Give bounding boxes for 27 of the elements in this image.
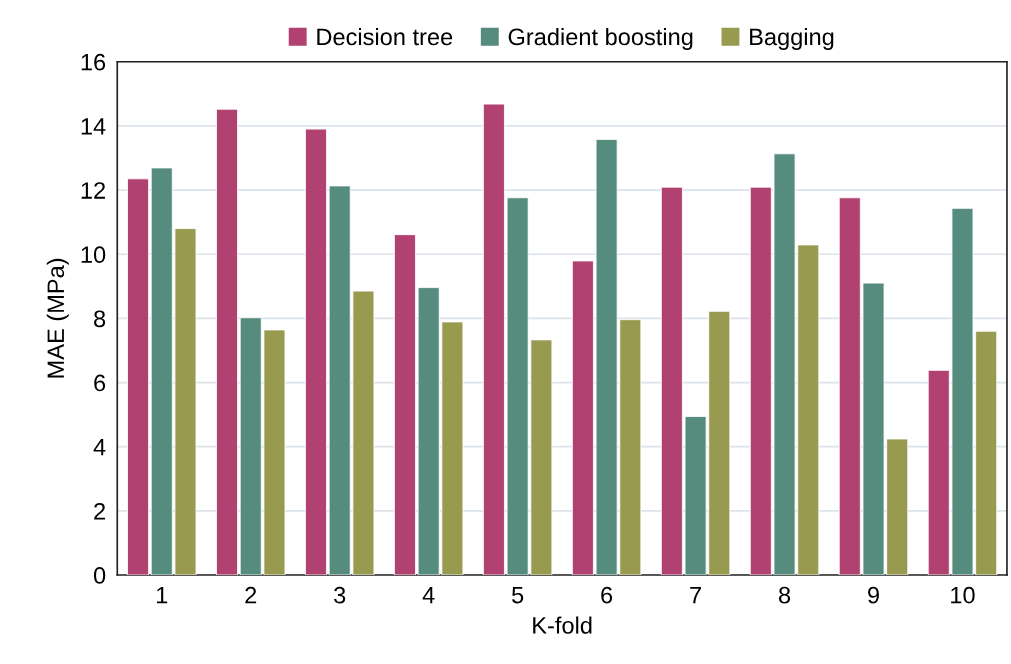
y-tick-label: 16 — [81, 53, 106, 71]
x-tick-label: 5 — [512, 587, 524, 604]
x-tick-label: 10 — [951, 586, 975, 604]
bar — [305, 128, 327, 576]
y-tick-label: 6 — [94, 374, 106, 392]
y-axis-title: MAE (MPa) — [46, 258, 69, 378]
y-tick-label: 14 — [81, 118, 106, 135]
y-tick-label: 8 — [94, 310, 106, 328]
legend-label: Decision tree — [317, 27, 453, 46]
y-tick-label: 12 — [81, 182, 105, 199]
x-tick-label: 3 — [334, 586, 346, 604]
x-axis-title: K-fold — [533, 616, 592, 634]
x-tick-label: 7 — [690, 587, 701, 604]
legend-label: Gradient boosting — [508, 27, 693, 50]
x-tick-label: 2 — [245, 586, 257, 604]
bar — [216, 108, 238, 576]
legend-label: Bagging — [750, 27, 834, 50]
bar — [127, 178, 149, 576]
y-tick-label: 2 — [94, 502, 105, 520]
y-tick-label: 10 — [81, 246, 106, 264]
x-tick-label: 9 — [868, 586, 879, 604]
x-tick-label: 8 — [779, 586, 791, 604]
y-tick-label: 4 — [93, 439, 106, 456]
x-tick-label: 4 — [422, 587, 435, 604]
y-tick-label: 0 — [93, 567, 106, 584]
x-tick-label: 6 — [601, 586, 613, 604]
x-tick-label: 1 — [157, 587, 168, 604]
